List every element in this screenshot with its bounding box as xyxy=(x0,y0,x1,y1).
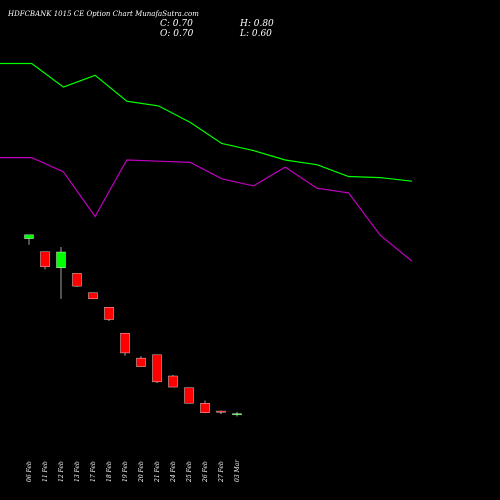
indicator-line-2 xyxy=(0,157,413,262)
candle-body xyxy=(136,357,146,367)
open-value: O: 0.70 xyxy=(160,29,194,39)
candle-17-feb xyxy=(88,292,98,300)
x-tick-label: 21 Feb xyxy=(154,461,161,483)
x-tick-label: 20 Feb xyxy=(138,461,145,483)
candle-body xyxy=(232,413,242,416)
candle-body xyxy=(88,292,98,300)
candle-19-feb xyxy=(120,332,130,356)
close-value: C: 0.70 xyxy=(160,19,193,29)
candle-body xyxy=(216,410,226,413)
candles xyxy=(24,234,242,417)
x-tick-label: 18 Feb xyxy=(106,461,113,482)
chart-title: HDFCBANK 1015 CE Option Chart MunafaSutr… xyxy=(8,10,199,18)
candle-27-feb xyxy=(216,410,226,415)
x-tick-label: 26 Feb xyxy=(202,461,209,483)
candle-12-feb xyxy=(56,247,66,299)
candle-11-feb xyxy=(40,251,50,270)
candle-body xyxy=(56,251,66,268)
candle-25-feb xyxy=(184,387,194,404)
indicator-line-1 xyxy=(0,62,413,182)
candle-body xyxy=(120,332,130,354)
high-value: H: 0.80 xyxy=(240,19,274,29)
x-tick-label: 24 Feb xyxy=(170,461,177,483)
candle-body xyxy=(200,403,210,413)
candle-06-feb xyxy=(24,234,34,245)
x-tick-label: 06 Feb xyxy=(26,461,33,482)
x-tick-label: 27 Feb xyxy=(218,461,225,483)
x-tick-label: 19 Feb xyxy=(122,461,129,482)
x-tick-label: 13 Feb xyxy=(74,461,81,482)
candle-body xyxy=(152,354,162,383)
x-tick-label: 11 Feb xyxy=(42,461,49,482)
low-value: L: 0.60 xyxy=(240,29,272,39)
candle-20-feb xyxy=(136,356,146,367)
x-axis-labels: 06 Feb 11 Feb 12 Feb 13 Feb 17 Feb 18 Feb 19 F… xyxy=(26,459,241,483)
x-tick-label: 17 Feb xyxy=(90,461,97,482)
candle-26-feb xyxy=(200,400,210,414)
candle-03-mar xyxy=(232,412,242,417)
indicator-lines xyxy=(0,62,413,262)
candle-body xyxy=(184,387,194,404)
candle-21-feb xyxy=(152,354,162,384)
candle-13-feb xyxy=(72,273,82,287)
candle-body xyxy=(168,375,178,388)
x-tick-label: 12 Feb xyxy=(58,461,65,482)
candle-body xyxy=(72,273,82,287)
candle-body xyxy=(104,307,114,320)
candle-18-feb xyxy=(104,307,114,321)
candle-24-feb xyxy=(168,375,178,388)
candle-body xyxy=(40,251,50,268)
x-tick-label: 25 Feb xyxy=(186,461,193,483)
candle-body xyxy=(24,234,34,239)
x-tick-label: 03 Mar xyxy=(234,459,241,482)
